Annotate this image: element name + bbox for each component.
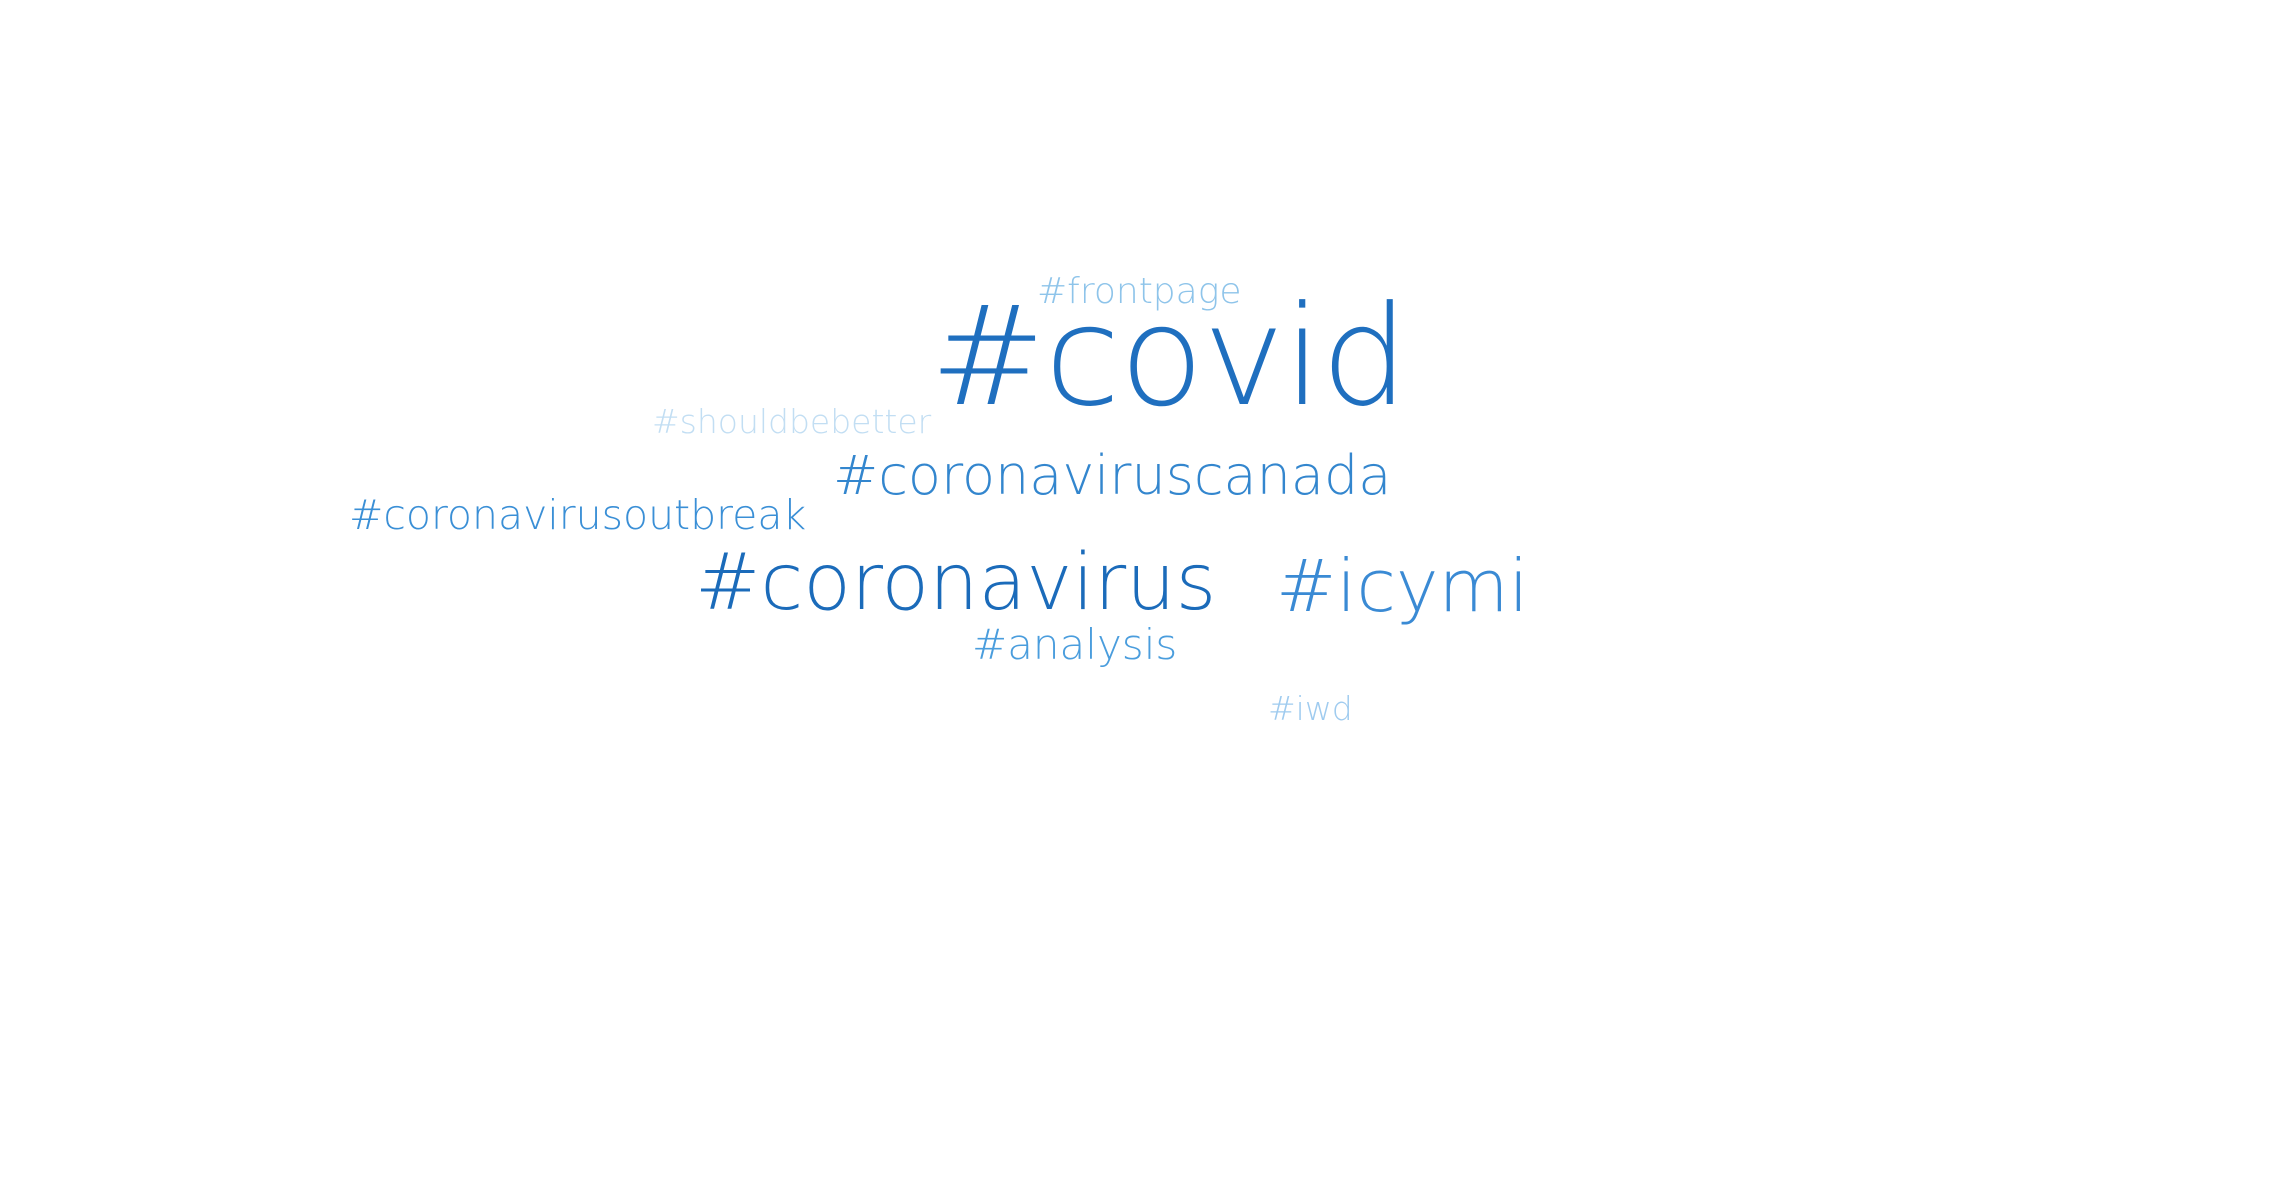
word-icymi[interactable]: #icymi [1276, 544, 1529, 628]
word-coronavirus[interactable]: #coronavirus [695, 538, 1217, 628]
word-analysis[interactable]: #analysis [972, 620, 1178, 669]
word-iwd[interactable]: #iwd [1268, 689, 1353, 728]
word-covid[interactable]: #covid [930, 276, 1409, 437]
word-coronaviruscanada[interactable]: #coronaviruscanada [833, 444, 1392, 507]
word-frontpage[interactable]: #frontpage [1037, 271, 1242, 312]
word-shouldbebetter[interactable]: #shouldbebetter [652, 402, 932, 441]
word-coronavirusoutbreak[interactable]: #coronavirusoutbreak [349, 491, 807, 539]
